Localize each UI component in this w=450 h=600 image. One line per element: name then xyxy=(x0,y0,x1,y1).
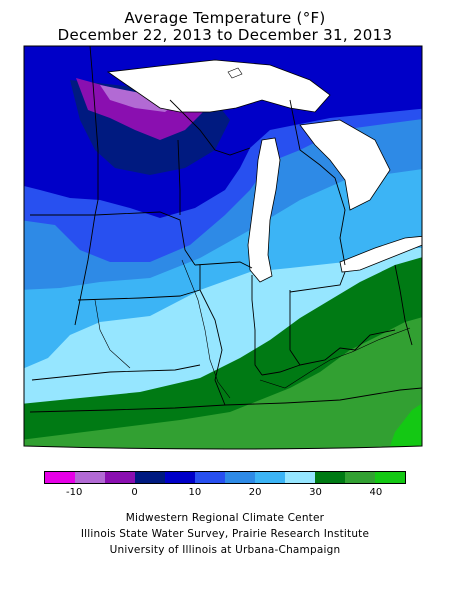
legend-bar xyxy=(44,471,406,484)
legend-tick-label: 0 xyxy=(131,487,138,498)
isle-royale xyxy=(227,67,243,79)
state-boundaries xyxy=(29,46,422,413)
credit-line-2: Illinois State Water Survey, Prairie Res… xyxy=(80,528,370,540)
credit-line-1: Midwestern Regional Climate Center xyxy=(125,512,325,524)
rivers xyxy=(94,259,411,399)
legend-swatch xyxy=(195,472,225,483)
legend-swatch xyxy=(45,472,75,483)
title-line-1: Average Temperature (°F) xyxy=(124,9,326,27)
legend-swatch xyxy=(75,472,105,483)
lake-michigan xyxy=(247,137,281,283)
legend-swatch xyxy=(165,472,195,483)
legend-swatch xyxy=(135,472,165,483)
credits: Midwestern Regional Climate Center Illin… xyxy=(0,510,450,558)
legend-swatch xyxy=(255,472,285,483)
lake-erie xyxy=(339,235,422,273)
title-line-2: December 22, 2013 to December 31, 2013 xyxy=(57,26,393,44)
legend-swatch xyxy=(375,472,405,483)
legend-swatch xyxy=(105,472,135,483)
legend-swatch xyxy=(285,472,315,483)
credit-line-3: University of Illinois at Urbana-Champai… xyxy=(109,544,341,556)
color-legend: -10 0 10 20 30 40 xyxy=(44,471,406,511)
legend-ticks: -10 0 10 20 30 40 xyxy=(44,487,406,501)
lake-superior xyxy=(106,59,331,113)
map-frame xyxy=(23,45,423,450)
band-40-45 xyxy=(385,398,422,449)
legend-tick-label: 10 xyxy=(188,487,202,498)
map-title: Average Temperature (°F) December 22, 20… xyxy=(0,10,450,44)
lake-huron xyxy=(299,119,391,211)
legend-swatch xyxy=(345,472,375,483)
legend-tick-label: -10 xyxy=(65,487,83,498)
legend-tick-label: 40 xyxy=(369,487,383,498)
band-35-40 xyxy=(24,315,422,449)
legend-swatch xyxy=(225,472,255,483)
legend-swatch xyxy=(315,472,345,483)
legend-tick-label: 30 xyxy=(309,487,322,498)
legend-tick-label: 20 xyxy=(248,487,262,498)
